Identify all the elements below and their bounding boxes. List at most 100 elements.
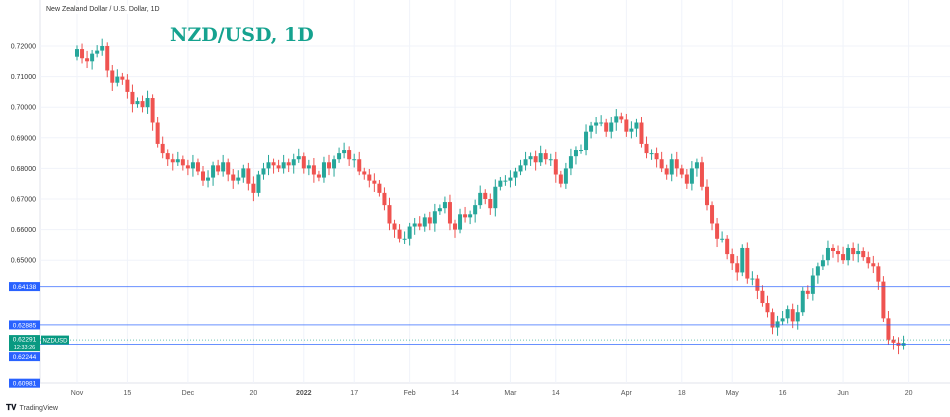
candle	[886, 310, 891, 345]
candle	[674, 151, 679, 177]
candle	[311, 157, 316, 183]
candle	[669, 153, 674, 182]
candle-body	[402, 238, 407, 240]
candle	[180, 155, 185, 171]
x-tick-label: Nov	[71, 390, 84, 397]
x-tick-label: Dec	[182, 390, 195, 397]
candle-body	[120, 76, 125, 80]
candle-body	[553, 159, 558, 175]
candle	[165, 149, 170, 166]
candle-body	[483, 192, 488, 199]
candle-body	[468, 214, 473, 218]
candle	[427, 211, 432, 231]
candle	[387, 197, 392, 231]
candle	[790, 303, 795, 329]
candle-body	[750, 278, 755, 280]
candle	[95, 45, 100, 58]
candle	[871, 255, 876, 274]
candle-body	[442, 202, 447, 209]
candle-body	[110, 70, 115, 83]
candle-body	[190, 162, 195, 169]
candle	[498, 176, 503, 191]
candle	[140, 95, 145, 113]
candle	[735, 255, 740, 281]
candle-body	[407, 226, 412, 239]
candle	[211, 161, 216, 186]
candle	[478, 185, 483, 209]
candle-body	[780, 318, 785, 322]
candle	[538, 145, 543, 166]
candle	[442, 196, 447, 214]
candle	[347, 146, 352, 166]
candle	[800, 287, 805, 316]
candle-body	[80, 49, 85, 59]
candle-body	[488, 199, 493, 209]
candle-body	[140, 101, 145, 108]
candle-body	[584, 131, 589, 151]
candle-body	[352, 159, 357, 161]
candle-body	[820, 260, 825, 267]
candle-body	[95, 50, 100, 54]
candle-body	[679, 168, 684, 175]
candle-body	[195, 162, 200, 172]
candle	[901, 335, 906, 350]
candle	[402, 231, 407, 244]
candle	[770, 308, 775, 335]
candle-body	[639, 122, 644, 144]
candle	[337, 147, 342, 163]
candle-body	[649, 153, 654, 155]
candle-body	[755, 278, 760, 291]
candle	[649, 149, 654, 160]
candle	[599, 115, 604, 127]
candle-body	[503, 180, 508, 182]
candle-body	[624, 119, 629, 132]
level-label-box	[9, 352, 40, 362]
x-tick-label: 14	[451, 390, 459, 397]
candle	[705, 179, 709, 211]
candle-body	[453, 223, 457, 230]
candle	[740, 244, 745, 277]
candle	[281, 154, 286, 174]
candle-body	[886, 318, 891, 340]
level-label-text: 0.60981	[13, 381, 37, 388]
candle-body	[619, 116, 624, 120]
candle	[629, 121, 634, 139]
candle-body	[745, 247, 750, 279]
candle	[241, 164, 246, 183]
x-tick-label: Apr	[621, 390, 633, 397]
y-tick-label: 0.65000	[11, 258, 36, 265]
tradingview-logo-icon: 𝐓𝐕	[6, 403, 17, 412]
level-label-text: 0.62244	[13, 354, 37, 361]
candle	[231, 169, 236, 189]
tradingview-logo: 𝐓𝐕 TradingView	[6, 403, 58, 413]
candle-body	[432, 211, 437, 224]
level-label-box	[9, 378, 40, 388]
candle	[483, 189, 488, 205]
candle	[765, 295, 770, 318]
candle	[785, 305, 790, 324]
candle	[684, 169, 689, 189]
candle-body	[115, 76, 120, 83]
candle-body	[730, 254, 735, 264]
chart-title: NZD/USD, 1D	[170, 24, 314, 46]
candle-body	[790, 309, 795, 322]
candle	[639, 116, 644, 148]
candle-body	[362, 171, 367, 175]
candle-body	[609, 122, 614, 132]
candle-body	[846, 247, 851, 261]
candle	[145, 90, 150, 114]
candle	[508, 170, 513, 188]
candle	[170, 153, 175, 171]
x-tick-label: 17	[350, 390, 358, 397]
candle	[594, 116, 599, 134]
candle-body	[523, 159, 528, 166]
candle	[795, 304, 800, 330]
candle	[160, 136, 165, 159]
candle-body	[699, 162, 704, 187]
candle-body	[170, 159, 175, 163]
candle	[523, 151, 528, 171]
candle-body	[332, 159, 337, 169]
candle	[206, 170, 211, 188]
candle-body	[684, 174, 689, 184]
